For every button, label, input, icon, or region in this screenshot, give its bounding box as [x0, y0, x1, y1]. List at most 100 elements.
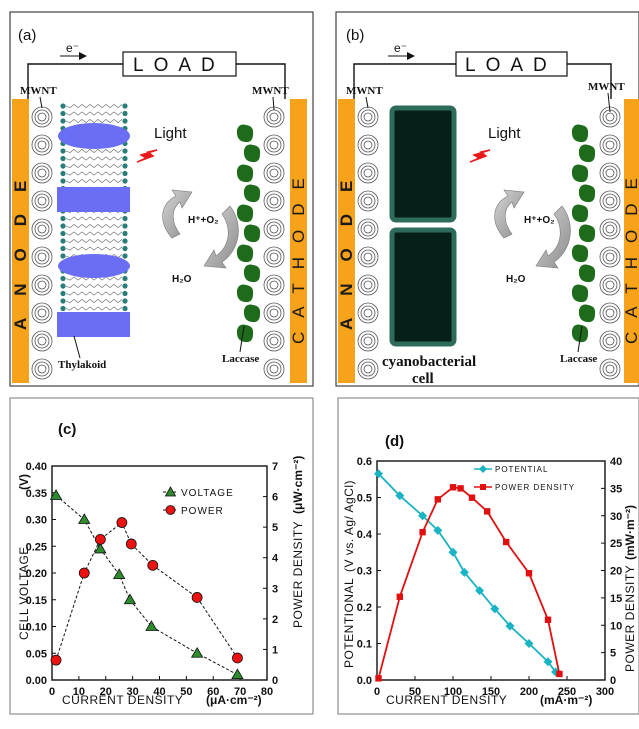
- x-tick-label: 100: [444, 686, 462, 698]
- mwnt-tube-icon: [269, 224, 279, 234]
- mwnt-tube-icon: [266, 249, 282, 265]
- power-data-point: [232, 652, 243, 664]
- laccase-enzyme-icon: [578, 224, 596, 243]
- laccase-enzyme-icon: [571, 324, 589, 343]
- y2-tick-label: 25: [610, 538, 622, 550]
- lipid-bead-icon: [122, 163, 128, 169]
- mwnt-tube-icon: [360, 193, 376, 209]
- panel-b-anode: [338, 99, 355, 383]
- mwnt-tube-icon: [602, 193, 618, 209]
- mwnt-tube-icon: [602, 333, 618, 349]
- mwnt-tube-icon: [363, 196, 373, 206]
- y2-tick-label: 2: [272, 614, 278, 626]
- power-density-data-point: [396, 593, 403, 600]
- panel-b-mwnt-right-label: MWNT: [588, 81, 625, 93]
- chart-c-y2-axis: 0 1 2 3 4 5 6 7: [263, 461, 279, 687]
- lipid-bead-icon: [60, 223, 66, 229]
- mwnt-tube-icon: [605, 196, 615, 206]
- lipid-bead-icon: [60, 245, 66, 252]
- chart-c-y2-title: POWER DENSITY: [291, 521, 305, 628]
- panel-a-wire-left: [27, 63, 123, 99]
- chart-d-x-axis: 0 50 100 150 200 250 300: [374, 676, 614, 698]
- mwnt-tube-icon: [37, 168, 47, 178]
- power-data-point: [191, 592, 203, 603]
- lipid-bead-icon: [122, 298, 128, 304]
- laccase-enzyme-icon: [571, 164, 589, 183]
- mwnt-tube-icon: [360, 277, 376, 293]
- panel-a-load-label: LOAD: [133, 55, 225, 76]
- lipid-tail-icon: [65, 119, 123, 123]
- y2-tick-label: 40: [610, 456, 622, 468]
- mwnt-tube-icon: [360, 221, 376, 237]
- y-tick-label: 0.10: [26, 622, 47, 634]
- laccase-enzyme-icon: [571, 244, 589, 263]
- lipid-bead-icon: [122, 283, 128, 289]
- laccase-enzyme-icon: [578, 264, 596, 283]
- panel-b-cyanobacterial-cell-upper: [389, 105, 457, 223]
- lipid-bead-icon: [60, 155, 66, 162]
- x-tick-label: 150: [482, 686, 500, 698]
- lipid-bead-icon: [122, 253, 128, 259]
- laccase-enzyme-icon: [243, 264, 261, 283]
- chart-c-x-axis: 0 10 20 30 40 50 60 70 80: [49, 676, 273, 698]
- x-tick-label: 50: [180, 686, 192, 698]
- y2-tick-label: 20: [610, 566, 622, 578]
- power-density-data-point: [484, 508, 491, 515]
- y-tick-label: 0.15: [26, 595, 47, 607]
- panel-a-letter: (a): [18, 27, 36, 44]
- panel-b-mwnt-right: [599, 106, 621, 380]
- mwnt-tube-icon: [34, 193, 50, 209]
- chart-c-panel-letter: (c): [58, 421, 76, 438]
- mwnt-tube-icon: [363, 252, 373, 262]
- mwnt-tube-icon: [37, 140, 47, 150]
- mwnt-tube-icon: [602, 361, 618, 377]
- mwnt-tube-icon: [37, 308, 47, 318]
- lipid-bead-icon: [60, 148, 66, 154]
- panel-a-cathode: [290, 99, 307, 383]
- mwnt-tube-icon: [360, 361, 376, 377]
- potential-data-point: [459, 567, 469, 577]
- mwnt-tube-icon: [269, 364, 279, 374]
- panel-a-anode: [12, 99, 29, 383]
- panel-a-thylakoid-pointer: [73, 335, 81, 359]
- panel-b-laccase-pointer: [577, 325, 583, 353]
- panel-a-mwnt-right-pointer: [272, 96, 275, 111]
- mwnt-tube-icon: [37, 280, 47, 290]
- mwnt-tube-icon: [360, 137, 376, 153]
- panel-a-load-box: [122, 51, 237, 77]
- panel-a-anode-label: ANODE: [11, 159, 30, 330]
- panel-b-mwnt-right-pointer: [607, 92, 611, 113]
- chart-d-y-unit: (V vs. Ag/ AgCl): [342, 480, 356, 572]
- mwnt-tube-icon: [269, 336, 279, 346]
- panel-a-light-label: Light: [154, 125, 187, 142]
- mwnt-tube-icon: [605, 280, 615, 290]
- lipid-tail-icon: [65, 179, 123, 183]
- lipid-bead-icon: [60, 163, 66, 169]
- panel-b-wire-right: [567, 63, 612, 99]
- y-tick-label: 0.00: [26, 675, 47, 687]
- mwnt-tube-icon: [266, 193, 282, 209]
- lipid-bead-icon: [122, 230, 128, 237]
- lipid-bead-icon: [60, 283, 66, 289]
- lipid-bead-icon: [60, 215, 66, 222]
- lipid-tail-icon: [65, 231, 123, 236]
- panel-a-laccase-label: Laccase: [222, 353, 259, 365]
- lipid-tail-icon: [65, 104, 123, 108]
- thylakoid-disk-icon: [58, 123, 130, 149]
- panel-a-laccase-blobs: [236, 124, 261, 343]
- chart-c-x-title: CURRENT DENSITY: [62, 693, 183, 707]
- y-tick-label: 0.25: [26, 541, 47, 553]
- panel-a-mwnt-left-pointer: [39, 96, 43, 109]
- x-tick-label: 80: [261, 686, 273, 698]
- mwnt-tube-icon: [269, 168, 279, 178]
- lipid-bead-icon: [122, 148, 128, 154]
- x-tick-label: 70: [234, 686, 246, 698]
- panel-b-laccase-blobs: [571, 124, 596, 343]
- panel-a-wire-right: [236, 63, 286, 99]
- chart-d-y-title: POTENTIONAL: [342, 578, 356, 668]
- panel-a-mwnt-right-label: MWNT: [252, 85, 289, 97]
- thylakoid-disk-icon: [58, 254, 130, 278]
- chart-d-legend-potential-label: POTENTIAL: [495, 465, 548, 474]
- laccase-enzyme-icon: [578, 304, 596, 323]
- mwnt-tube-icon: [602, 165, 618, 181]
